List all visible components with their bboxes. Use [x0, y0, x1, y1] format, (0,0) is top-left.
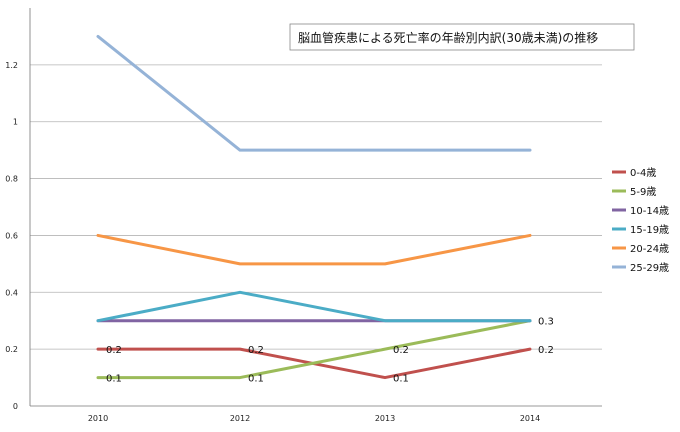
series-line: [96, 233, 532, 266]
y-tick-label: 1.2: [5, 61, 18, 70]
series-line: [96, 34, 532, 152]
data-labels: 0.2 0.2 0.1 0.2 0.1 0.1 0.2 0.3: [106, 317, 554, 385]
data-label: 0.2: [393, 345, 409, 356]
data-label: 0.3: [538, 317, 554, 328]
x-tick-label: 2014: [520, 414, 540, 423]
data-label: 0.2: [248, 345, 264, 356]
data-label: 0.2: [106, 345, 122, 356]
chart-title: 脳血管疾患による死亡率の年齢別内訳(30歳未満)の推移: [298, 30, 598, 45]
y-tick-label: 0.2: [5, 345, 18, 354]
legend-label: 25-29歳: [630, 262, 669, 274]
legend-label: 20-24歳: [630, 243, 669, 255]
data-label: 0.1: [248, 374, 264, 385]
y-tick-label: 0.8: [5, 175, 18, 184]
y-tick-label: 0.4: [5, 288, 18, 297]
legend-label: 10-14歳: [630, 205, 669, 217]
legend-label: 15-19歳: [630, 224, 669, 236]
series-line: [96, 319, 532, 380]
y-tick-label: 1: [13, 118, 18, 127]
data-label: 0.1: [106, 374, 122, 385]
y-tick-label: 0: [13, 402, 18, 411]
series: [96, 34, 532, 380]
chart-title-frame: [289, 23, 635, 51]
legend: 0-4歳 5-9歳 10-14歳 15-19歳 20-24歳 25-29歳: [612, 167, 669, 274]
x-tick-label: 2010: [88, 414, 108, 423]
series-line: [96, 290, 532, 323]
x-tick-label: 2013: [375, 414, 395, 423]
x-tick-label: 2012: [230, 414, 250, 423]
legend-label: 5-9歳: [630, 186, 656, 198]
axes: 0 0.2 0.4 0.6 0.8 1 1.2 2010 2012 2013 2014: [5, 8, 602, 423]
grid: [30, 64, 602, 350]
y-tick-label: 0.6: [5, 231, 18, 240]
legend-label: 0-4歳: [630, 167, 656, 179]
data-label: 0.1: [393, 374, 409, 385]
chart-title-box: 脳血管疾患による死亡率の年齢別内訳(30歳未満)の推移: [289, 23, 635, 51]
data-label: 0.2: [538, 345, 554, 356]
